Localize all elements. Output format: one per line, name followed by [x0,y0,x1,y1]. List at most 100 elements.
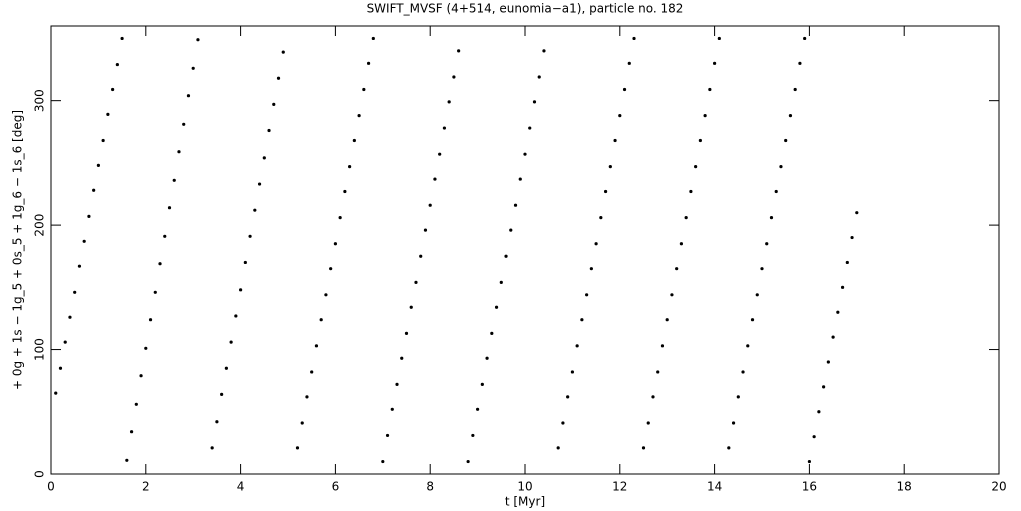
y-tick-label: 300 [33,89,47,112]
point [518,177,522,181]
point [58,366,63,370]
point [651,395,655,399]
point [566,395,570,399]
point [788,114,793,118]
x-axis-label: t [Myr] [505,495,545,509]
point [125,458,129,462]
point [153,290,157,294]
point [826,360,830,364]
point [731,421,736,425]
x-tick-label: 2 [142,480,150,494]
point [504,254,508,258]
point [438,152,442,156]
x-tick-label: 16 [802,480,817,494]
point [87,214,91,218]
point [537,75,541,79]
point [96,163,100,167]
point [82,239,86,243]
point [618,114,622,118]
x-tick-label: 10 [517,480,532,494]
point [675,267,679,271]
point [167,206,172,210]
point [466,459,470,464]
point [324,293,328,297]
point [798,61,802,65]
x-tick-label: 4 [237,480,245,494]
point [831,335,835,339]
point [92,188,96,192]
point [717,36,721,41]
point [390,407,394,411]
point [357,114,361,118]
point [646,421,650,425]
point [499,280,503,284]
point [148,318,153,322]
point [68,315,72,319]
point [447,100,451,104]
y-tick-label: 200 [33,214,47,237]
x-tick-label: 20 [991,480,1006,494]
point [224,366,228,370]
point [381,459,385,464]
y-tick-label: 0 [33,470,47,478]
point [599,216,603,220]
point [755,293,759,297]
point [409,305,413,309]
point [243,260,247,265]
point [608,165,612,169]
point [670,293,674,297]
point [679,242,684,246]
point [660,344,665,348]
point [684,216,688,220]
point [494,305,499,309]
y-axis-label: + 0g + 1s − 1g_5 + 0s_5 + 1g_6 − 1s_6 [d… [11,110,25,390]
point [433,177,437,181]
point [414,280,418,284]
point [575,344,579,348]
point [523,152,527,156]
point [736,395,740,399]
point [220,392,224,396]
point [139,374,143,378]
point [817,410,821,414]
point [63,340,67,344]
point [561,421,565,425]
point [765,242,769,246]
point [115,62,119,67]
point [314,344,319,348]
point [774,189,778,194]
point [580,318,584,322]
point [419,254,423,258]
point [343,189,347,194]
point [329,267,333,271]
point [319,318,323,322]
point [73,290,77,294]
point [210,446,214,450]
point [362,87,366,92]
point [746,344,750,348]
point [708,87,712,92]
point [77,264,82,268]
point [485,356,489,360]
point [632,36,636,41]
point [513,203,518,207]
point [603,189,608,194]
point [111,87,115,92]
point [338,216,342,220]
point [182,122,186,126]
point [760,267,764,271]
point [186,94,191,98]
point [750,318,755,322]
point [404,331,409,335]
point [452,75,456,79]
point [845,260,849,265]
point [158,262,162,266]
point [713,61,717,65]
x-tick-label: 14 [707,480,722,494]
point [310,370,314,374]
point [532,100,537,104]
x-tick-label: 18 [897,480,912,494]
point [144,346,148,350]
point [276,76,281,80]
